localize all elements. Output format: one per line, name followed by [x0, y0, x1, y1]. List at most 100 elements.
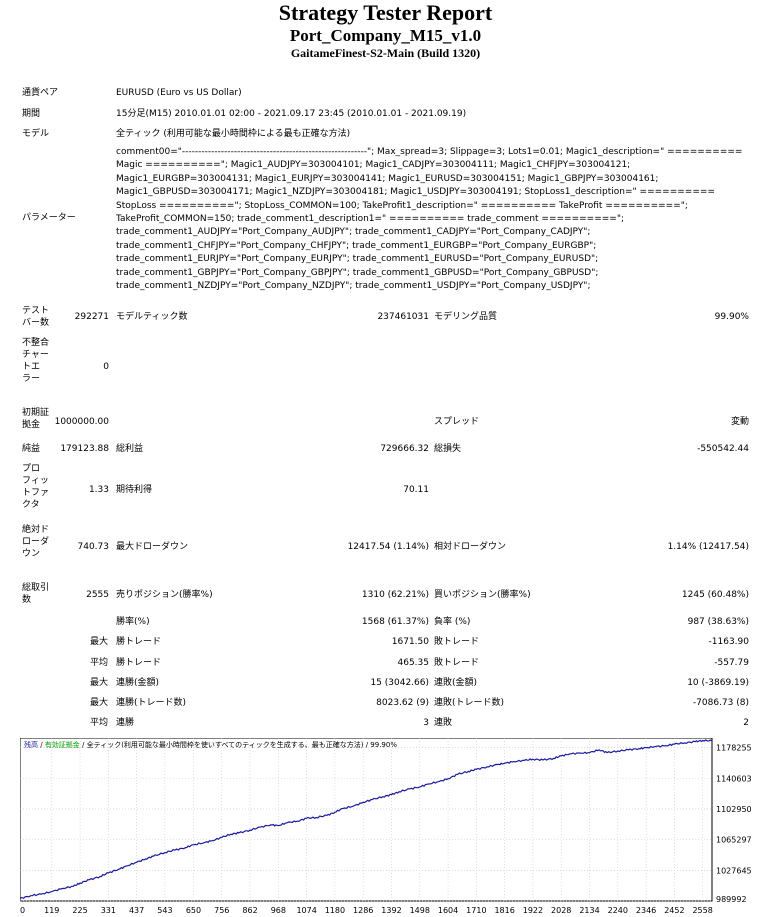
y-tick-label: 989992: [716, 895, 747, 904]
win-rate-label: 勝率(%): [116, 617, 150, 627]
x-tick-label: 968: [271, 906, 286, 915]
cons-loss-label: 連敗(トレード数): [434, 698, 505, 708]
long-positions-label: 買いポジション(勝率%): [434, 590, 531, 600]
deposit-value: 1000000.00: [54, 417, 109, 427]
params-value: comment00="-----------------------------…: [116, 147, 743, 292]
x-tick-label: 1710: [466, 906, 486, 915]
x-tick-label: 2452: [664, 906, 684, 915]
spread-label: スプレッド: [434, 417, 480, 427]
y-tick-label: 1140603: [716, 774, 752, 783]
y-axis-ticks: 1178255 1140603 1102950 1065297 1027645 98999…: [716, 744, 752, 904]
cons-profit-value: 8023.62 (9): [376, 698, 429, 708]
max-label: 最大: [90, 637, 109, 647]
report-subtitle: Port_Company_M15_v1.0: [289, 26, 482, 45]
legend-model: 全ティック(利用可能な最小時間枠を使いすべてのティックを生成する、最も正確な方法…: [87, 740, 364, 749]
x-tick-label: 2134: [579, 906, 599, 915]
loss-rate-value: 987 (38.63%): [687, 617, 749, 627]
max-label-3: 最大: [90, 698, 109, 708]
y-tick-label: 1102950: [716, 805, 752, 814]
x-tick-label: 1286: [353, 906, 373, 915]
x-tick-label: 1498: [410, 906, 430, 915]
balance-chart: 0 119 225 331 437 543 650 756 862 968 1074 1180 1286…: [20, 738, 771, 917]
x-tick-label: 2028: [551, 906, 571, 915]
quality-label: モデリング品質: [434, 312, 498, 322]
total-trades-value: 2555: [86, 590, 109, 600]
y-tick-label: 1178255: [716, 744, 752, 753]
chart-series: [20, 739, 713, 900]
period-value: 15分足(M15) 2010.01.01 02:00 - 2021.09.17 …: [116, 109, 467, 119]
x-tick-label: 331: [101, 906, 116, 915]
max-label-2: 最大: [90, 678, 109, 688]
avg-cons-losses-value: 2: [743, 718, 749, 728]
x-tick-label: 756: [214, 906, 229, 915]
y-tick-label: 1027645: [716, 866, 752, 875]
net-value: 179123.88: [60, 444, 109, 454]
legend-balance: 残高: [24, 740, 38, 749]
bars-label: テスト バー数: [22, 306, 50, 328]
avg-label: 平均: [90, 658, 109, 668]
cons-losses-money-label: 連敗(金額): [434, 678, 478, 688]
avg-win-trade-value: 465.35: [397, 658, 430, 668]
gross-profit-value: 729666.32: [380, 444, 429, 454]
server-info: GaitameFinest-S2-Main (Build 1320): [290, 46, 481, 60]
x-tick-label: 0: [20, 906, 25, 915]
spread-value: 変動: [730, 417, 749, 427]
symbol-value: EURUSD (Euro vs US Dollar): [116, 88, 242, 98]
max-drawdown-label: 最大ドローダウン: [116, 542, 189, 552]
mismatch-label: 不整合 チャー トエ ラー: [22, 338, 50, 384]
period-label: 期間: [22, 109, 41, 119]
max-win-trade-value: 1671.50: [391, 637, 429, 647]
avg-loss-trade-label: 敗トレード: [434, 658, 480, 668]
cons-losses-money-value: 10 (-3869.19): [687, 678, 749, 688]
model-value: 全ティック (利用可能な最小時間枠による最も正確な方法): [116, 129, 351, 139]
absolute-drawdown-value: 740.73: [77, 542, 110, 552]
loss-rate-label: 負率 (%): [434, 617, 471, 627]
x-tick-label: 1180: [325, 906, 345, 915]
cons-wins-money-value: 15 (3042.66): [370, 678, 429, 688]
win-rate-value: 1568 (61.37%): [361, 617, 429, 627]
avg-cons-losses-label: 連敗: [434, 718, 453, 728]
x-tick-label: 2240: [608, 906, 628, 915]
x-axis-ticks: 0 119 225 331 437 543 650 756 862 968 1074 1180 1286…: [20, 906, 713, 915]
avg-cons-wins-label: 連勝: [116, 718, 135, 728]
expected-payoff-value: 70.11: [403, 485, 429, 495]
net-label: 純益: [22, 444, 41, 454]
symbol-label: 通貨ペア: [22, 88, 59, 98]
chart-legend: 残高 / 有効証拠金 / 全ティック(利用可能な最小時間枠を使いすべてのティック…: [24, 740, 397, 749]
profit-factor-label: プロ フィッ トファ クタ: [22, 464, 50, 510]
quality-value: 99.90%: [714, 312, 749, 322]
max-win-trade-label: 勝トレード: [116, 637, 162, 647]
avg-label-2: 平均: [90, 718, 109, 728]
x-tick-label: 650: [186, 906, 201, 915]
x-tick-label: 1074: [296, 906, 316, 915]
short-positions-label: 売りポジション(勝率%): [116, 590, 213, 600]
legend-equity: 有効証拠金: [45, 740, 80, 749]
x-tick-label: 543: [157, 906, 172, 915]
cons-wins-money-label: 連勝(金額): [116, 678, 160, 688]
x-tick-label: 862: [242, 906, 257, 915]
x-tick-label: 437: [129, 906, 144, 915]
legend-quality: 99.90%: [370, 741, 397, 749]
ticks-value: 237461031: [377, 312, 429, 322]
cons-profit-label: 連勝(トレード数): [116, 698, 187, 708]
chart-grid: [20, 738, 712, 902]
gross-loss-value: -550542.44: [697, 444, 749, 454]
max-loss-trade-value: -1163.90: [708, 637, 749, 647]
avg-win-trade-label: 勝トレード: [116, 658, 162, 668]
x-tick-label: 2558: [692, 906, 712, 915]
ticks-label: モデルティック数: [116, 312, 188, 322]
plot-area: [20, 738, 713, 902]
mismatch-value: 0: [103, 362, 109, 372]
report-title: Strategy Tester Report: [278, 0, 493, 25]
avg-loss-trade-value: -557.79: [714, 658, 749, 668]
short-positions-value: 1310 (62.21%): [361, 590, 429, 600]
max-loss-trade-label: 敗トレード: [434, 637, 480, 647]
balance-chart-svg: 0 119 225 331 437 543 650 756 862 968 1074 1180 1286…: [20, 738, 752, 915]
gross-profit-label: 総利益: [116, 444, 144, 454]
x-tick-label: 1604: [438, 906, 458, 915]
params-label: パラメーター: [22, 213, 76, 223]
model-label: モデル: [22, 129, 50, 139]
x-tick-label: 225: [72, 906, 87, 915]
gross-loss-label: 総損失: [434, 444, 462, 454]
bars-value: 292271: [74, 312, 109, 322]
